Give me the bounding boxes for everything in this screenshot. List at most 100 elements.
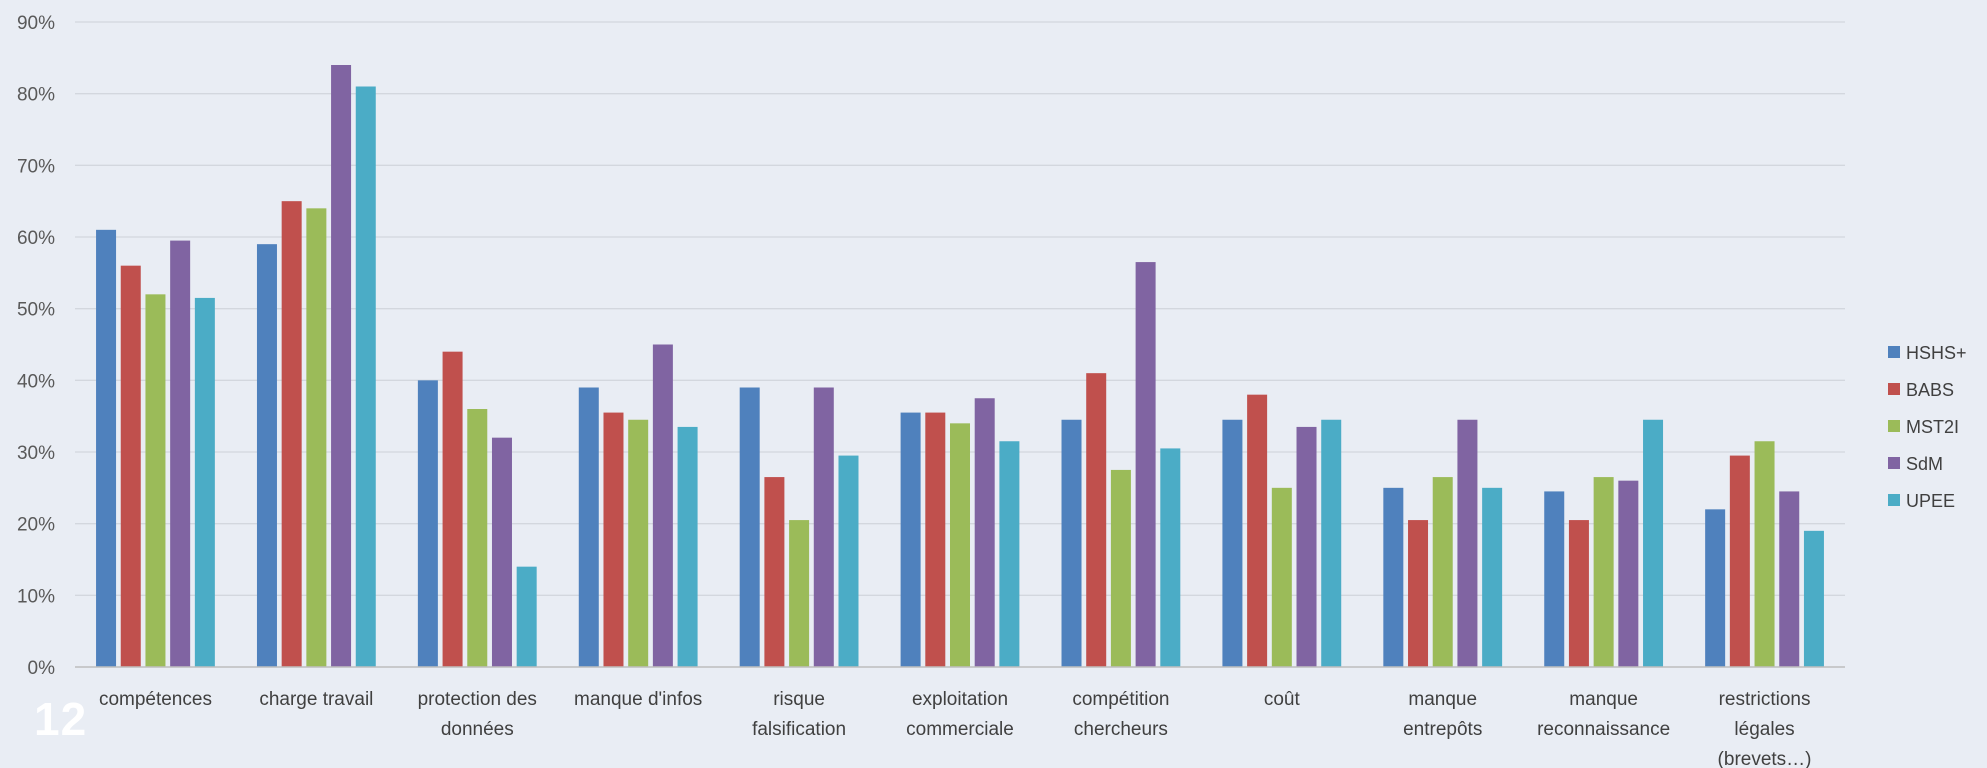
bar-upee-9 [1482,487,1503,667]
bar-sdm-11 [1779,491,1800,667]
legend-label: SdM [1906,454,1943,474]
bar-sdm-6 [974,398,995,667]
bar-babs-3 [442,351,463,667]
bar-mst2i-1 [145,294,166,667]
bar-hshs-7 [1061,419,1082,667]
x-category-label: exploitation commerciale [906,689,1014,740]
legend-swatch [1888,383,1900,395]
bar-mst2i-3 [467,409,488,667]
x-category-label: protection des données [418,689,537,740]
x-category-label-line: manque d'infos [574,689,702,710]
bar-babs-8 [1247,394,1268,667]
legend-label: UPEE [1906,491,1955,511]
bar-babs-6 [925,412,946,667]
x-category-label: restrictions légales (brevets…) [1718,689,1812,768]
x-category-label-line: manque [1569,689,1638,710]
y-tick-label: 20% [17,515,55,536]
bar-hshs-5 [739,387,760,667]
bar-babs-11 [1729,455,1750,667]
bar-babs-9 [1408,520,1429,667]
bar-mst2i-6 [950,423,970,667]
bar-hshs-8 [1222,419,1243,667]
x-category-label-line: légales [1734,719,1794,740]
bar-upee-5 [838,455,859,667]
y-tick-label: 10% [17,586,55,607]
y-tick-label: 0% [28,658,56,679]
bar-upee-2 [355,86,376,667]
bar-mst2i-4 [628,419,649,667]
bar-hshs-10 [1544,491,1565,667]
legend-swatch [1888,420,1900,432]
legend-label: HSHS+ [1906,343,1967,363]
bar-mst2i-7 [1110,469,1131,667]
legend-swatch [1888,494,1900,506]
page-number: 12 [34,693,88,745]
y-tick-label: 50% [17,300,55,321]
legend-label: MST2I [1906,417,1959,437]
x-category-label-line: exploitation [912,689,1008,710]
x-category-label-line: restrictions [1719,689,1811,710]
x-category-label-line: commerciale [906,719,1014,740]
bar-sdm-1 [170,240,191,668]
y-tick-label: 70% [17,156,55,177]
bar-upee-6 [999,441,1020,667]
bar-upee-3 [516,566,537,667]
x-category-label-line: risque [773,689,825,710]
bar-mst2i-5 [789,520,810,667]
bar-hshs-4 [578,387,599,667]
bar-babs-4 [603,412,624,667]
x-category-label: manque reconnaissance [1537,689,1670,740]
x-category-label-line: falsification [752,719,846,740]
bar-sdm-2 [331,65,352,667]
x-category-label-line: compétition [1072,689,1169,710]
x-category-label: manque d'infos [574,689,702,710]
bar-sdm-8 [1296,426,1317,667]
x-category-label: compétences [99,689,212,710]
legend-swatch [1888,457,1900,469]
y-tick-label: 60% [17,228,55,249]
bar-babs-2 [281,201,302,667]
x-category-label: manque entrepôts [1403,689,1482,740]
bar-hshs-9 [1383,487,1404,667]
bar-hshs-11 [1705,509,1726,667]
legend-label: BABS [1906,380,1954,400]
bar-upee-4 [677,426,698,667]
x-category-label: compétition chercheurs [1072,689,1169,740]
x-category-label-line: charge travail [259,689,373,710]
bar-upee-10 [1643,419,1664,667]
bar-babs-7 [1086,373,1107,667]
bar-sdm-7 [1135,262,1156,667]
bar-hshs-2 [256,244,277,667]
y-tick-label: 90% [17,13,55,34]
bar-sdm-9 [1457,419,1478,667]
bar-sdm-5 [813,387,834,667]
x-category-label-line: chercheurs [1074,719,1168,740]
y-tick-label: 30% [17,443,55,464]
bar-sdm-10 [1618,480,1639,667]
y-tick-label: 80% [17,85,55,106]
bar-mst2i-10 [1593,477,1614,667]
bar-mst2i-8 [1271,487,1292,667]
bar-upee-11 [1803,530,1824,667]
x-category-label-line: manque [1408,689,1477,710]
legend-swatch [1888,346,1900,358]
bar-babs-5 [764,477,785,667]
x-category-label-line: compétences [99,689,212,710]
x-category-label-line: (brevets…) [1718,749,1812,768]
bar-upee-7 [1160,448,1181,667]
bar-upee-1 [194,297,215,667]
x-category-label-line: coût [1264,689,1301,710]
x-category-label: risque falsification [752,689,846,740]
bar-hshs-1 [96,229,117,668]
x-category-label: charge travail [259,689,373,710]
bar-mst2i-9 [1432,477,1453,667]
y-tick-label: 40% [17,371,55,392]
bar-upee-8 [1321,419,1342,667]
x-category-label-line: données [441,719,514,740]
bar-mst2i-2 [306,208,327,668]
bar-hshs-3 [417,380,438,667]
bar-mst2i-11 [1754,441,1775,667]
bar-sdm-3 [491,437,512,667]
bar-hshs-6 [900,412,921,667]
